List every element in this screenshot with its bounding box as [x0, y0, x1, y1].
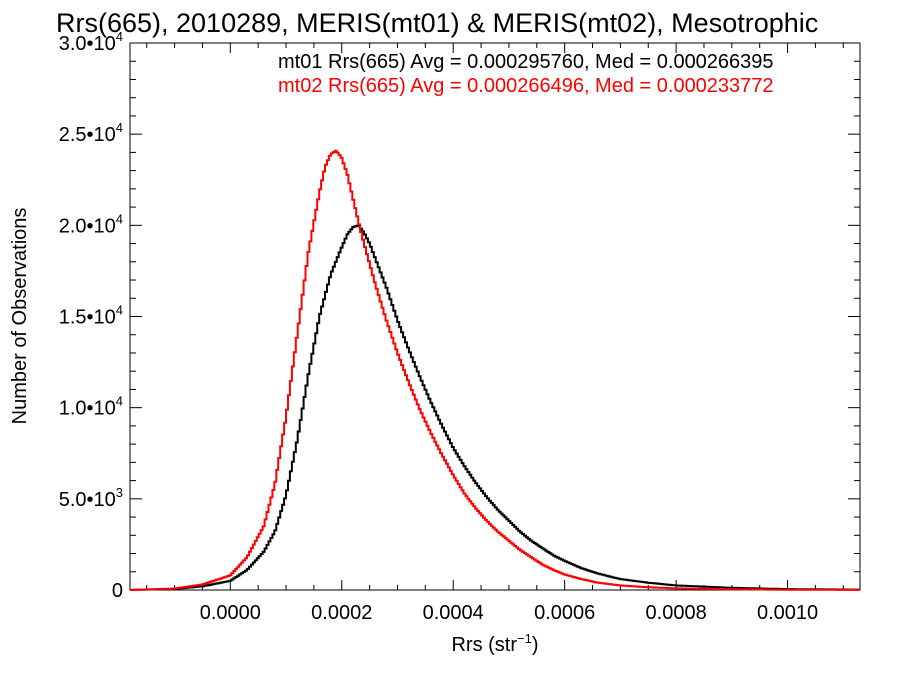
x-axis-label-main: Rrs (str	[451, 634, 517, 656]
y-tick-label-exponent: 4	[116, 120, 123, 135]
stat-line-1: mt01 Rrs(665) Avg = 0.000295760, Med = 0…	[278, 51, 774, 73]
y-tick-label: 1.5•104	[59, 303, 123, 329]
y-tick-label: 2.0•104	[59, 211, 123, 237]
y-tick-label-exponent: 4	[116, 29, 123, 44]
stat-line-2: mt02 Rrs(665) Avg = 0.000266496, Med = 0…	[278, 75, 774, 97]
y-tick-label: 0	[112, 580, 123, 602]
x-axis-label-end: )	[532, 634, 539, 656]
y-tick-label-base: 1.0•10	[59, 398, 116, 420]
x-tick-label: 0.0002	[311, 602, 372, 624]
y-tick-label-exponent: 4	[116, 211, 123, 226]
x-tick-label: 0.0008	[646, 602, 707, 624]
y-tick-label: 1.0•104	[59, 394, 123, 420]
y-axis-label: Number of Observations	[9, 208, 31, 425]
y-tick-label: 3.0•104	[59, 29, 123, 55]
y-tick-label-base: 2.0•10	[59, 215, 116, 237]
y-tick-label-exponent: 3	[116, 485, 123, 500]
y-tick-label-base: 2.5•10	[59, 124, 116, 146]
x-axis-label: Rrs (str−1)	[451, 631, 538, 656]
chart-title: Rrs(665), 2010289, MERIS(mt01) & MERIS(m…	[56, 8, 818, 38]
stats-annotations: mt01 Rrs(665) Avg = 0.000295760, Med = 0…	[278, 51, 774, 97]
y-tick-label-exponent: 4	[116, 394, 123, 409]
y-tick-label-base: 5.0•10	[59, 489, 116, 511]
series-2-line	[130, 149, 860, 591]
y-tick-label: 5.0•103	[59, 485, 123, 511]
y-tick-label-base: 1.5•10	[59, 307, 116, 329]
y-tick-label-base: 3.0•10	[59, 33, 116, 55]
x-axis-label-sup: −1	[517, 631, 532, 646]
y-axis-ticks: 05.0•1031.0•1041.5•1042.0•1042.5•1043.0•…	[59, 29, 860, 602]
series-layer	[130, 149, 860, 591]
x-tick-label: 0.0006	[534, 602, 595, 624]
series-1-line	[130, 224, 860, 591]
y-tick-label-exponent: 4	[116, 303, 123, 318]
y-tick-label-base: 0	[112, 580, 123, 602]
x-tick-label: 0.0010	[757, 602, 818, 624]
x-axis-ticks: 0.0000 0.0002 0.0004 0.0006 0.0008 0.0010	[146, 43, 844, 624]
x-tick-label: 0.0000	[200, 602, 261, 624]
x-tick-label: 0.0004	[423, 602, 484, 624]
y-tick-label: 2.5•104	[59, 120, 123, 146]
